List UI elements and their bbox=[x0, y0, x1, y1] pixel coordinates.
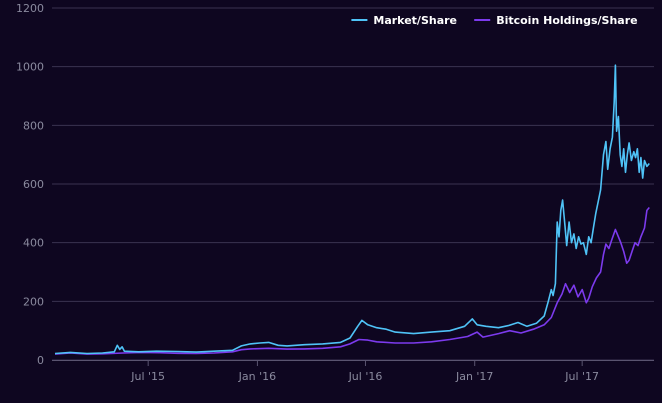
legend-label[interactable]: Bitcoin Holdings/Share bbox=[496, 14, 637, 27]
y-tick-label: 800 bbox=[23, 119, 44, 132]
axes: 0 200 400 600 800 1000 1200 Jul '15 Jan '16 Jul '… bbox=[16, 2, 654, 383]
y-tick-label: 200 bbox=[23, 295, 44, 308]
x-tick-label: Jan '16 bbox=[238, 370, 276, 383]
grid bbox=[52, 7, 654, 361]
series-line-bitcoin-holdings-share bbox=[54, 206, 650, 355]
legend-label[interactable]: Market/Share bbox=[373, 14, 457, 27]
y-tick-label: 400 bbox=[23, 237, 44, 250]
y-tick-label: 1200 bbox=[16, 2, 44, 15]
y-tick-label: 0 bbox=[37, 354, 44, 367]
x-tick-label: Jan '17 bbox=[455, 370, 493, 383]
series-lines bbox=[54, 64, 650, 355]
series-line-market-share bbox=[54, 64, 650, 355]
y-tick-label: 1000 bbox=[16, 61, 44, 74]
y-tick-label: 600 bbox=[23, 178, 44, 191]
legend-item[interactable]: Market/Share bbox=[351, 14, 457, 27]
x-tick-label: Jul '17 bbox=[564, 370, 599, 383]
x-tick-label: Jul '15 bbox=[130, 370, 165, 383]
legend-item[interactable]: Bitcoin Holdings/Share bbox=[474, 14, 638, 27]
legend[interactable]: Market/Share Bitcoin Holdings/Share bbox=[351, 14, 638, 27]
x-tick-label: Jul '16 bbox=[348, 370, 383, 383]
